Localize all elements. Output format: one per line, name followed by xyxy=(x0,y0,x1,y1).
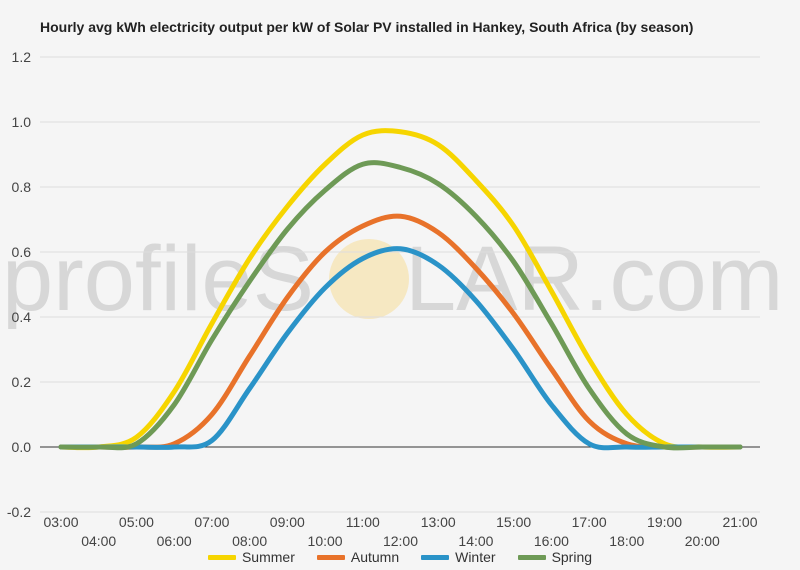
x-tick-label: 21:00 xyxy=(722,514,757,530)
legend-label: Autumn xyxy=(350,549,400,565)
series-line-summer xyxy=(58,128,743,451)
x-tick-label: 09:00 xyxy=(270,514,305,530)
x-tick-label: 14:00 xyxy=(458,533,493,549)
y-tick-label: 1.0 xyxy=(12,114,32,130)
legend-swatch xyxy=(316,554,345,560)
x-tick-label: 19:00 xyxy=(647,514,682,530)
legend-item-summer[interactable]: Summer xyxy=(207,549,295,565)
legend-item-autumn[interactable]: Autumn xyxy=(316,549,400,565)
y-tick-label: 0.2 xyxy=(12,374,32,390)
x-tick-label: 05:00 xyxy=(119,514,154,530)
watermark-text-left: profileS xyxy=(2,228,314,330)
watermark-text-right: LAR.com xyxy=(405,228,783,330)
x-tick-label: 12:00 xyxy=(383,533,418,549)
x-tick-label: 03:00 xyxy=(43,514,78,530)
chart-legend: Summer Autumn Winter Spring xyxy=(0,549,800,565)
x-tick-label: 20:00 xyxy=(685,533,720,549)
y-tick-label: 0.8 xyxy=(12,179,32,195)
series-line-spring xyxy=(58,160,743,451)
x-tick-label: 15:00 xyxy=(496,514,531,530)
watermark-sun xyxy=(329,239,409,319)
x-tick-label: 04:00 xyxy=(81,533,116,549)
x-tick-label: 17:00 xyxy=(572,514,607,530)
x-tick-label: 07:00 xyxy=(194,514,229,530)
x-tick-label: 08:00 xyxy=(232,533,267,549)
legend-swatch xyxy=(207,554,236,560)
legend-item-winter[interactable]: Winter xyxy=(421,549,496,565)
legend-label: Spring xyxy=(551,549,593,565)
y-tick-label: -0.2 xyxy=(7,504,31,520)
x-tick-label: 06:00 xyxy=(157,533,192,549)
watermark: profileS LAR.com xyxy=(2,228,783,330)
legend-label: Summer xyxy=(241,549,295,565)
series-line-autumn xyxy=(58,213,743,450)
series-line-winter xyxy=(58,246,743,451)
y-tick-label: 0.6 xyxy=(12,244,32,260)
x-tick-label: 10:00 xyxy=(308,533,343,549)
legend-swatch xyxy=(517,554,546,560)
legend-item-spring[interactable]: Spring xyxy=(517,549,593,565)
x-tick-label: 11:00 xyxy=(346,514,380,530)
y-tick-label: 0.4 xyxy=(12,309,32,325)
y-tick-label: 1.2 xyxy=(12,49,32,65)
y-tick-label: 0.0 xyxy=(12,439,32,455)
x-tick-label: 16:00 xyxy=(534,533,569,549)
x-tick-label: 18:00 xyxy=(609,533,644,549)
x-tick-label: 13:00 xyxy=(421,514,456,530)
legend-label: Winter xyxy=(455,549,496,565)
legend-swatch xyxy=(421,554,450,560)
chart-title: Hourly avg kWh electricity output per kW… xyxy=(40,19,694,35)
